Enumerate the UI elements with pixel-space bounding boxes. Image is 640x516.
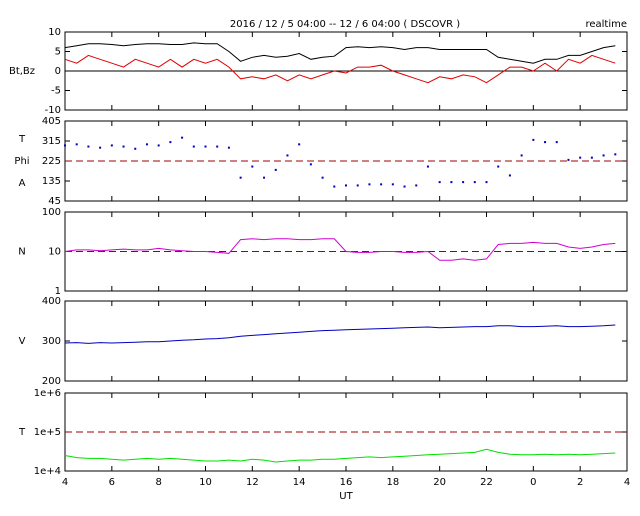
data-point [333, 185, 336, 188]
x-tick-label: 4 [624, 477, 630, 488]
x-tick-label: 14 [293, 477, 306, 488]
y-tick-label: 400 [42, 296, 61, 307]
data-point [403, 185, 406, 188]
data-point [391, 183, 394, 186]
data-point [462, 181, 465, 184]
y-tick-label: 1 [55, 286, 61, 297]
y-tick-label: 225 [42, 156, 61, 167]
data-point [169, 141, 172, 144]
y-tick-label: 100 [42, 207, 61, 218]
data-point [380, 183, 383, 186]
data-point [274, 168, 277, 171]
y-tick-label: 10 [48, 247, 61, 258]
data-point [192, 145, 195, 148]
y-tick-label: 200 [42, 376, 61, 387]
data-point [567, 158, 570, 161]
data-point [520, 154, 523, 157]
data-point [122, 145, 125, 148]
series-line [64, 54, 616, 84]
data-point [204, 145, 207, 148]
data-point [356, 184, 359, 187]
series-line [64, 448, 616, 463]
data-point [438, 181, 441, 184]
data-point [368, 183, 371, 186]
data-point [415, 184, 418, 187]
realtime-label: realtime [585, 19, 627, 30]
data-point [532, 138, 535, 141]
data-point [64, 144, 66, 147]
x-tick-label: 18 [386, 477, 399, 488]
y-axis-label: T [18, 134, 26, 145]
y-axis-label: A [19, 178, 26, 189]
y-tick-label: 5 [55, 47, 61, 58]
data-point [286, 154, 289, 157]
data-point [450, 181, 453, 184]
x-tick-label: 16 [340, 477, 353, 488]
data-point [544, 141, 547, 144]
data-point [497, 165, 500, 168]
x-tick-label: 0 [530, 477, 536, 488]
y-axis-label: Phi [14, 156, 29, 167]
y-tick-label: 315 [42, 136, 61, 147]
data-point [614, 153, 617, 156]
data-point [87, 145, 90, 148]
y-tick-label: 1e+4 [34, 466, 61, 477]
data-point [321, 176, 324, 179]
data-point [426, 165, 429, 168]
y-tick-label: -10 [45, 105, 61, 116]
x-tick-label: 10 [199, 477, 212, 488]
y-axis-label: V [19, 336, 26, 347]
series-line [64, 238, 616, 261]
data-point [485, 181, 488, 184]
y-tick-label: 10 [48, 27, 61, 38]
data-point [590, 156, 593, 159]
data-point [309, 163, 312, 166]
y-axis-label: Bt,Bz [9, 66, 35, 77]
x-tick-label: 8 [155, 477, 161, 488]
y-tick-label: 45 [48, 196, 61, 207]
x-tick-label: 12 [246, 477, 259, 488]
series-line [64, 42, 616, 64]
data-point [251, 165, 254, 168]
x-tick-label: 6 [109, 477, 115, 488]
data-point [602, 154, 605, 157]
data-point [181, 136, 184, 139]
data-point [99, 146, 102, 149]
data-point [157, 144, 160, 147]
data-point [216, 145, 219, 148]
data-point [145, 143, 148, 146]
data-point [75, 143, 78, 146]
data-point [263, 176, 266, 179]
y-tick-label: -5 [51, 86, 61, 97]
y-axis-label: T [18, 427, 26, 438]
data-point [239, 176, 242, 179]
chart-title: 2016 / 12 / 5 04:00 -- 12 / 6 04:00 ( DS… [230, 19, 460, 30]
x-tick-label: 20 [433, 477, 446, 488]
y-tick-label: 405 [42, 116, 61, 127]
y-tick-label: 0 [55, 66, 61, 77]
data-point [227, 146, 230, 149]
x-tick-label: 4 [62, 477, 68, 488]
y-tick-label: 1e+5 [34, 427, 61, 438]
data-point [508, 174, 511, 177]
x-tick-label: 22 [480, 477, 493, 488]
y-axis-label: N [18, 247, 25, 258]
data-point [579, 156, 582, 159]
data-point [110, 144, 113, 147]
data-point [298, 143, 301, 146]
data-point [134, 147, 137, 150]
y-tick-label: 135 [42, 176, 61, 187]
y-tick-label: 1e+6 [34, 388, 61, 399]
data-point [555, 141, 558, 144]
data-point [473, 181, 476, 184]
data-point [345, 184, 347, 187]
x-axis-label: UT [339, 491, 353, 502]
x-tick-label: 2 [577, 477, 583, 488]
y-tick-label: 300 [42, 336, 61, 347]
series-line [64, 324, 616, 344]
